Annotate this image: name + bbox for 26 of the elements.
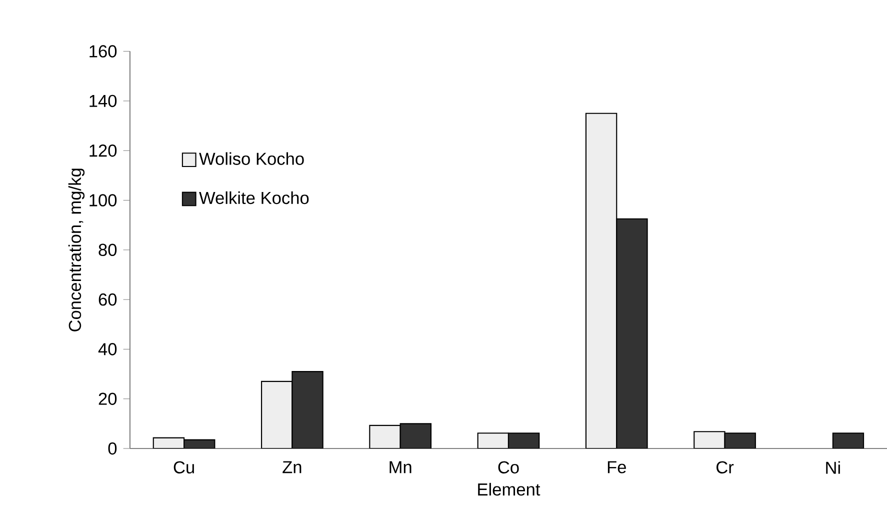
bar bbox=[369, 424, 401, 449]
y-tick-label: 0 bbox=[108, 442, 117, 455]
x-tick-label: Cu bbox=[174, 461, 194, 474]
y-tick-label: 80 bbox=[98, 244, 117, 256]
y-tick-label: 60 bbox=[98, 294, 117, 306]
bar bbox=[260, 381, 293, 449]
y-tick-label: 120 bbox=[90, 144, 117, 157]
y-tick-label: 40 bbox=[98, 343, 117, 356]
bar bbox=[585, 112, 618, 449]
bar bbox=[477, 432, 510, 449]
legend-label: Woliso Kocho bbox=[199, 152, 304, 166]
legend-label: Welkite Kocho bbox=[199, 191, 309, 204]
x-tick-label: Ni bbox=[826, 461, 840, 474]
x-tick-label: Fe bbox=[608, 461, 626, 474]
x-tick-label: Mn bbox=[390, 461, 412, 474]
x-tick-label: Zn bbox=[282, 461, 302, 474]
bar bbox=[694, 431, 726, 449]
y-tick-label: 140 bbox=[90, 94, 117, 108]
y-tick-label: 160 bbox=[90, 45, 117, 58]
x-tick-label: Co bbox=[498, 461, 519, 474]
y-axis-title: Concentration, mg/kg bbox=[68, 168, 85, 332]
x-tick-label: Cr bbox=[716, 461, 734, 474]
bar bbox=[832, 432, 864, 449]
y-tick-label: 100 bbox=[90, 194, 117, 206]
x-axis-title: Element bbox=[478, 482, 540, 496]
y-tick-label: 20 bbox=[98, 392, 117, 406]
